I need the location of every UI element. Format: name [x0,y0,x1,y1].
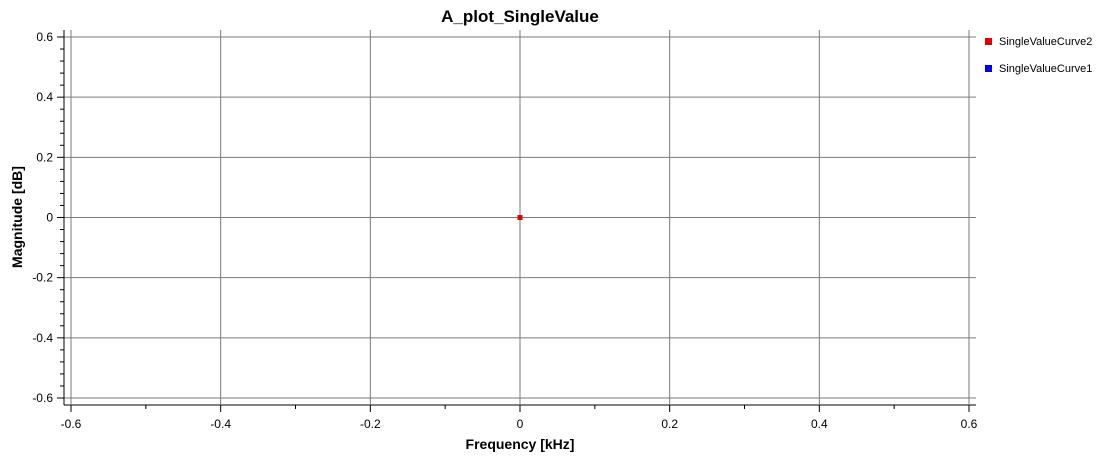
legend-swatch [985,65,992,72]
legend-label: SingleValueCurve2 [999,36,1092,48]
x-tick-label: -0.6 [61,417,82,431]
y-tick-label: 0.6 [36,30,53,44]
x-tick-label: 0.6 [961,417,978,431]
x-tick-label: -0.4 [210,417,231,431]
x-tick-label: -0.2 [360,417,381,431]
y-tick-label: -0.4 [32,331,53,345]
y-axis-title: Magnitude [dB] [9,166,25,268]
y-tick-label: 0 [46,211,53,225]
y-tick-label: 0.2 [36,150,53,164]
x-axis-title: Frequency [kHz] [466,436,575,452]
y-tick-label: -0.6 [32,391,53,405]
y-tick-label: -0.2 [32,271,53,285]
y-tick-label: 0.4 [36,90,53,104]
x-tick-label: 0 [517,417,524,431]
x-tick-label: 0.2 [661,417,678,431]
data-marks [517,215,523,220]
legend-label: SingleValueCurve1 [999,63,1092,75]
axes: -0.6 -0.4 -0.2 0 0.2 0.4 0.6 -0.6 -0.4 -0.2 0 0.2 0.… [32,30,978,431]
legend-swatch [985,38,992,45]
x-tick-label: 0.4 [811,417,828,431]
legend: SingleValueCurve2 SingleValueCurve1 [985,36,1092,75]
grid [64,30,976,404]
data-point [517,215,523,220]
chart-title: A_plot_SingleValue [441,7,599,26]
